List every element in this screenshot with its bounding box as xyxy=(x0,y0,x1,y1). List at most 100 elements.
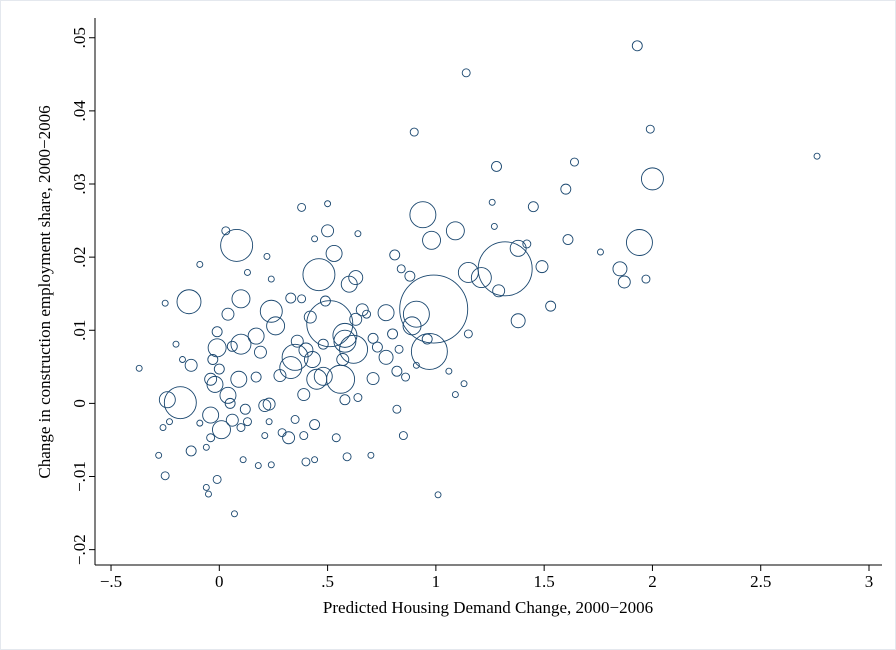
y-tick-label: .04 xyxy=(70,100,89,122)
bubble xyxy=(366,372,380,385)
bubble xyxy=(230,333,252,355)
bubble xyxy=(391,365,403,377)
y-tick-label: .01 xyxy=(70,320,89,341)
bubble xyxy=(176,289,202,315)
bubble xyxy=(239,403,251,415)
bubble xyxy=(460,380,468,388)
bubble xyxy=(325,245,343,262)
bubble xyxy=(597,248,604,256)
bubble xyxy=(161,299,169,307)
bubble xyxy=(250,371,262,383)
bubble xyxy=(510,313,526,329)
bubble xyxy=(321,224,335,238)
bubble xyxy=(221,307,235,321)
bubble xyxy=(263,252,271,260)
bubble xyxy=(355,303,369,317)
bubble xyxy=(377,304,395,322)
bubble xyxy=(353,393,363,402)
bubble xyxy=(262,397,276,411)
y-tick-label: .05 xyxy=(70,27,89,48)
bubble xyxy=(490,222,498,230)
bubble xyxy=(279,356,303,380)
bubble xyxy=(247,327,265,345)
bubble xyxy=(231,510,238,518)
bubble xyxy=(412,361,420,369)
bubble xyxy=(221,226,231,236)
bubble xyxy=(273,369,287,383)
bubble xyxy=(254,345,267,359)
bubble xyxy=(331,433,341,443)
bubble xyxy=(159,424,167,431)
bubble xyxy=(282,431,296,445)
x-tick-label: 1 xyxy=(432,572,441,591)
bubble xyxy=(309,419,321,431)
bubble xyxy=(339,394,351,406)
bubble xyxy=(277,428,287,438)
bubble xyxy=(402,300,430,328)
x-tick-label: 2.5 xyxy=(750,572,771,591)
bubble xyxy=(617,275,631,289)
bubble xyxy=(236,423,246,432)
bubble xyxy=(527,201,539,213)
bubble xyxy=(445,367,453,375)
bubble xyxy=(409,201,437,229)
bubble xyxy=(317,338,329,350)
bubble xyxy=(491,161,502,172)
bubble xyxy=(324,200,332,208)
x-tick-label: 0 xyxy=(215,572,224,591)
bubble xyxy=(244,269,251,276)
bubble xyxy=(560,183,572,195)
bubble xyxy=(213,363,225,375)
bubble xyxy=(422,230,441,250)
bubble xyxy=(206,375,224,393)
x-tick-label: −.5 xyxy=(100,572,122,591)
bubble xyxy=(166,418,173,426)
bubble xyxy=(160,471,170,481)
bubble xyxy=(457,262,479,283)
x-tick-label: 1.5 xyxy=(534,572,555,591)
bubble xyxy=(185,445,197,457)
bubble xyxy=(224,397,236,409)
bubble xyxy=(401,372,411,382)
bubble xyxy=(387,328,399,340)
bubble xyxy=(333,329,357,353)
bubble xyxy=(348,270,364,286)
bubble xyxy=(389,249,401,261)
bubble xyxy=(230,370,248,388)
bubble xyxy=(371,341,383,353)
bubble xyxy=(267,275,275,283)
bubble xyxy=(410,333,448,370)
bubble xyxy=(319,295,331,307)
bubble xyxy=(297,294,307,304)
bubble xyxy=(625,229,653,256)
bubble xyxy=(813,152,821,160)
bubble xyxy=(392,404,402,414)
bubble xyxy=(378,349,394,365)
y-tick-label: .02 xyxy=(70,247,89,268)
bubble xyxy=(155,451,163,459)
bubble xyxy=(612,261,628,277)
bubble xyxy=(239,456,247,464)
bubble xyxy=(421,333,433,345)
bubble xyxy=(488,198,496,206)
bubble xyxy=(266,316,286,336)
y-axis-title: Change in construction employment share,… xyxy=(35,105,54,478)
x-tick-label: 3 xyxy=(865,572,874,591)
bubble xyxy=(297,202,307,212)
bubble xyxy=(398,431,408,441)
bubble xyxy=(463,329,473,339)
x-axis-title: Predicted Housing Demand Change, 2000−20… xyxy=(323,598,653,617)
y-tick-label: −.02 xyxy=(70,534,89,565)
bubble xyxy=(196,419,204,427)
bubble xyxy=(470,267,492,289)
bubble xyxy=(207,354,219,365)
bubble xyxy=(535,260,549,274)
bubble xyxy=(298,342,314,358)
bubble xyxy=(342,452,352,462)
y-tick-label: .03 xyxy=(70,173,89,194)
bubble xyxy=(285,292,297,304)
bubble xyxy=(313,366,333,386)
bubble xyxy=(290,415,300,424)
bubble xyxy=(265,418,273,426)
